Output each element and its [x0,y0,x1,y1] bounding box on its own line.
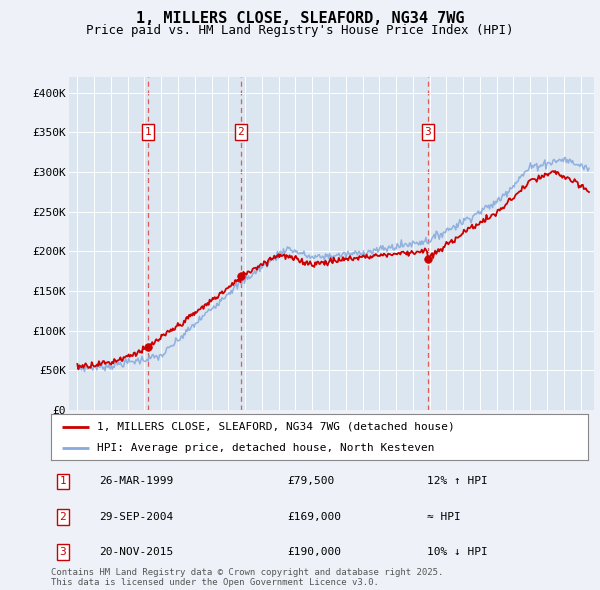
Text: £169,000: £169,000 [287,512,341,522]
Text: 2: 2 [59,512,66,522]
Text: 29-SEP-2004: 29-SEP-2004 [100,512,173,522]
Text: 12% ↑ HPI: 12% ↑ HPI [427,477,488,486]
Text: HPI: Average price, detached house, North Kesteven: HPI: Average price, detached house, Nort… [97,442,434,453]
Text: 2: 2 [238,127,244,137]
Text: 1, MILLERS CLOSE, SLEAFORD, NG34 7WG (detached house): 1, MILLERS CLOSE, SLEAFORD, NG34 7WG (de… [97,422,454,432]
Text: 26-MAR-1999: 26-MAR-1999 [100,477,173,486]
Text: 1: 1 [145,127,152,137]
Text: 3: 3 [59,548,66,557]
Text: 1, MILLERS CLOSE, SLEAFORD, NG34 7WG: 1, MILLERS CLOSE, SLEAFORD, NG34 7WG [136,11,464,25]
Text: Contains HM Land Registry data © Crown copyright and database right 2025.
This d: Contains HM Land Registry data © Crown c… [51,568,443,587]
Text: 1: 1 [59,477,66,486]
Text: 10% ↓ HPI: 10% ↓ HPI [427,548,488,557]
Text: £79,500: £79,500 [287,477,335,486]
Text: ≈ HPI: ≈ HPI [427,512,461,522]
Text: £190,000: £190,000 [287,548,341,557]
Text: Price paid vs. HM Land Registry's House Price Index (HPI): Price paid vs. HM Land Registry's House … [86,24,514,37]
Text: 20-NOV-2015: 20-NOV-2015 [100,548,173,557]
Text: 3: 3 [425,127,431,137]
